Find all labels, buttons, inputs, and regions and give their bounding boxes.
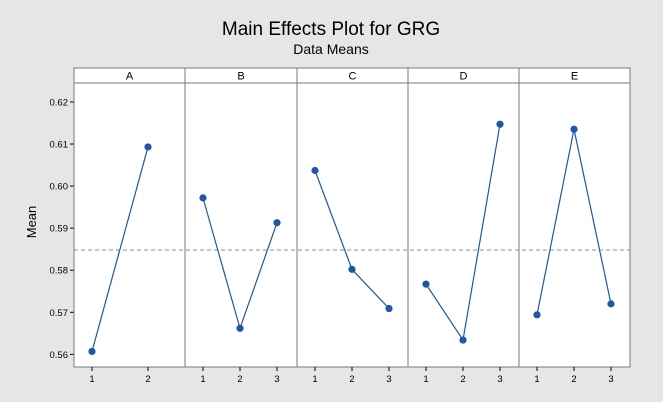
data-point <box>570 125 578 133</box>
y-tick-label: 0.58 <box>50 266 69 277</box>
data-point <box>88 347 96 356</box>
x-tick-label: 3 <box>274 374 279 385</box>
data-point <box>273 219 281 227</box>
data-point <box>311 166 319 175</box>
chart-title: Main Effects Plot for GRG <box>222 19 440 40</box>
series-line-a <box>91 146 149 352</box>
data-point <box>459 336 467 344</box>
data-point <box>607 300 615 308</box>
x-tick-label: 1 <box>312 374 317 385</box>
data-point <box>199 194 207 202</box>
x-tick-label: 3 <box>608 374 613 385</box>
data-point <box>236 324 244 332</box>
data-point <box>348 265 356 273</box>
y-tick-label: 0.59 <box>50 224 69 235</box>
x-tick-label: 3 <box>497 374 502 385</box>
y-tick-label: 0.62 <box>50 97 69 108</box>
x-tick-label: 2 <box>237 374 242 385</box>
plot-area <box>74 83 630 367</box>
panel-label-c: C <box>349 71 357 83</box>
chart-subtitle: Data Means <box>293 41 368 57</box>
panel-label-d: D <box>460 71 468 83</box>
x-tick-label: 2 <box>460 374 465 385</box>
x-tick-label: 2 <box>349 374 354 385</box>
data-point <box>533 311 541 319</box>
axis-layer: 0.56 0.57 0.58 0.59 0.60 0.61 0.62 A 1 2 B 1 2 3 C 1 2 3 D… <box>50 67 631 385</box>
x-tick-label: 1 <box>89 374 94 385</box>
y-axis-label: Mean <box>24 206 39 239</box>
x-tick-label: 1 <box>200 374 205 385</box>
data-point <box>496 120 504 128</box>
y-tick-label: 0.57 <box>50 308 69 319</box>
x-tick-label: 1 <box>423 374 428 385</box>
y-tick-label: 0.56 <box>50 350 69 361</box>
y-tick-label: 0.61 <box>50 140 69 151</box>
panel-layer <box>88 120 615 356</box>
panel-label-e: E <box>571 71 578 83</box>
data-point <box>144 143 152 151</box>
panel-label-a: A <box>126 71 134 83</box>
x-tick-label: 2 <box>571 374 576 385</box>
x-tick-label: 2 <box>145 374 150 385</box>
x-tick-label: 3 <box>386 374 391 385</box>
y-tick-label: 0.60 <box>50 182 69 193</box>
panel-label-b: B <box>237 71 244 83</box>
data-point <box>385 304 393 313</box>
x-tick-label: 1 <box>534 374 539 385</box>
data-point <box>422 280 430 288</box>
